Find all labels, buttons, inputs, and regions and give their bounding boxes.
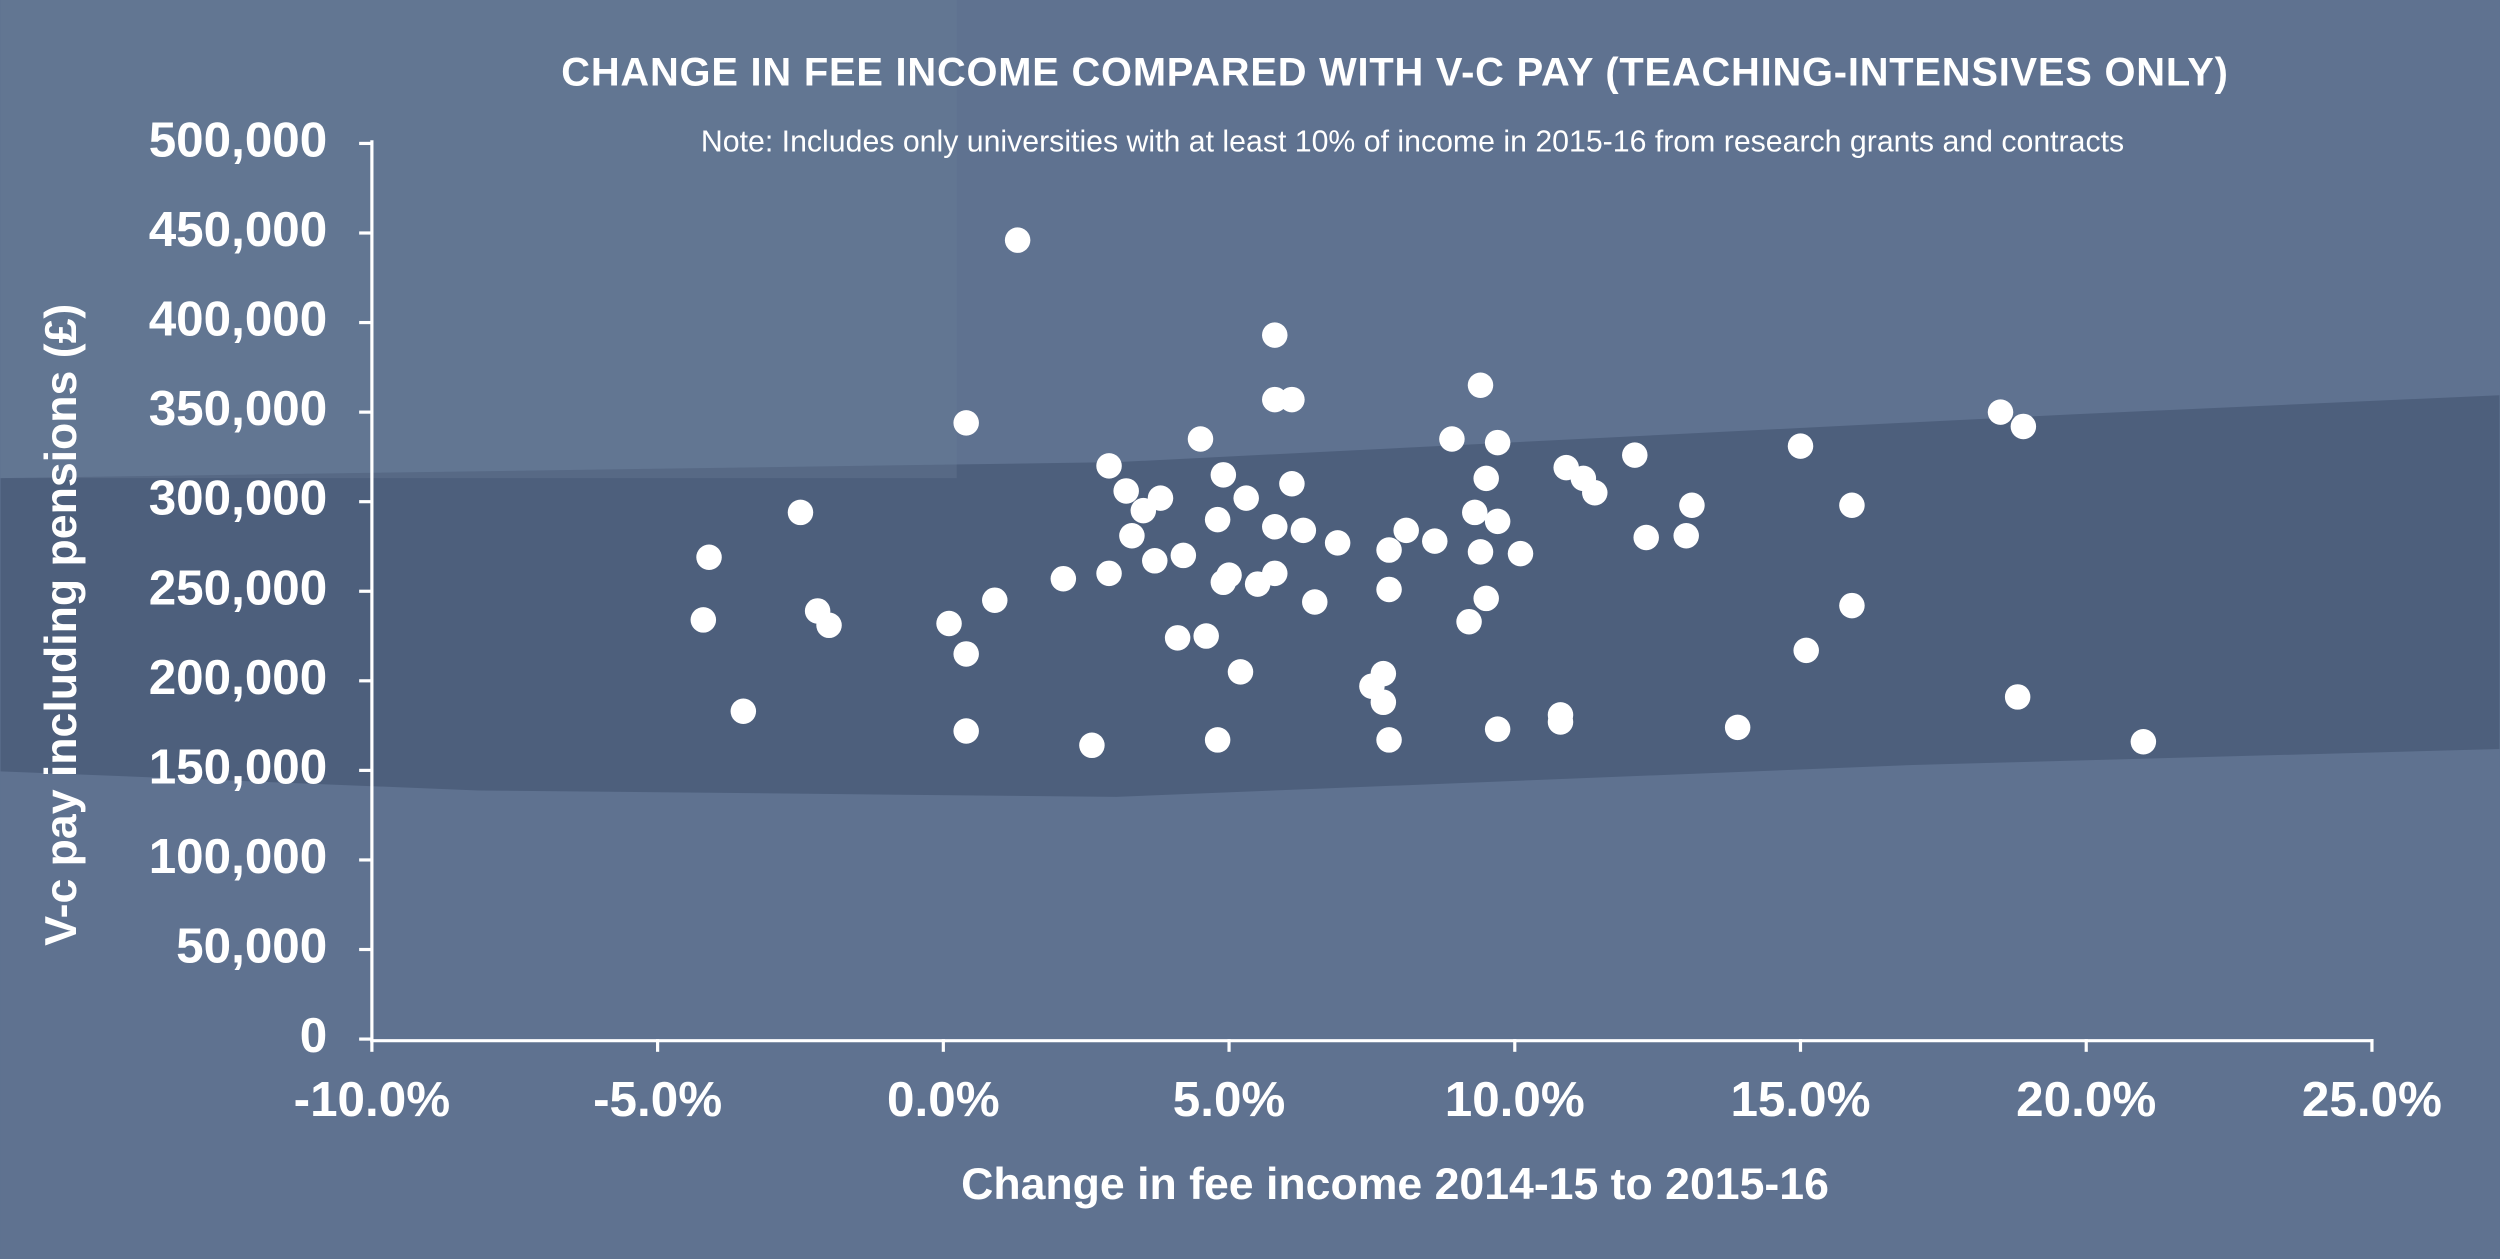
data-point	[1393, 517, 1419, 544]
x-tick-label: 15.0%	[1730, 1072, 1870, 1127]
data-point	[2004, 684, 2031, 710]
y-axis-title: V-c pay including pensions (£)	[37, 304, 86, 946]
data-point	[1050, 565, 1077, 592]
data-point	[1142, 548, 1168, 574]
y-tick-label: 100,000	[149, 829, 328, 884]
x-tick-label: -10.0%	[294, 1072, 451, 1127]
data-point	[1376, 727, 1402, 753]
data-point	[1633, 524, 1659, 551]
data-point	[1724, 714, 1751, 741]
data-point	[1170, 542, 1197, 569]
background-shade	[0, 0, 957, 479]
y-tick-label: 350,000	[149, 381, 328, 436]
data-point	[1456, 608, 1482, 635]
y-tick-label: 150,000	[149, 739, 328, 794]
data-point	[1679, 492, 1705, 519]
data-point	[1210, 569, 1237, 596]
data-point	[1324, 530, 1351, 556]
y-tick-label: 50,000	[176, 919, 327, 974]
x-tick-label: 10.0%	[1445, 1072, 1585, 1127]
data-point	[1507, 540, 1534, 567]
data-point	[1467, 372, 1494, 399]
data-point	[1096, 560, 1122, 587]
y-tick-label: 500,000	[149, 112, 328, 167]
y-tick-label: 300,000	[149, 471, 328, 526]
x-axis-title: Change in fee income 2014-15 to 2015-16	[961, 1160, 1829, 1209]
data-point	[1439, 426, 1465, 452]
data-point	[1204, 506, 1231, 533]
data-point	[1787, 433, 1814, 459]
data-point	[1164, 625, 1191, 651]
data-point	[1547, 709, 1574, 735]
y-tick-label: 250,000	[149, 560, 328, 615]
data-point	[1096, 453, 1122, 479]
data-point	[2130, 728, 2157, 755]
data-point	[1302, 589, 1328, 615]
data-point	[816, 612, 842, 639]
data-point	[1376, 576, 1402, 603]
data-point	[1793, 637, 1819, 664]
data-point	[1987, 399, 2014, 425]
data-point	[690, 607, 717, 633]
data-point	[1484, 716, 1511, 742]
data-point	[1279, 471, 1305, 497]
data-point	[1119, 522, 1145, 549]
data-point	[1193, 623, 1219, 649]
data-point	[730, 698, 757, 725]
data-point	[1473, 585, 1499, 612]
data-point	[982, 587, 1008, 613]
data-point	[1422, 528, 1448, 554]
data-point	[787, 499, 814, 526]
data-point	[1113, 478, 1139, 504]
data-point	[1473, 465, 1499, 492]
data-point	[953, 718, 979, 744]
y-tick-label: 400,000	[149, 292, 328, 347]
y-tick-label: 200,000	[149, 650, 328, 705]
data-point	[953, 641, 979, 667]
y-tick-label: 0	[300, 1008, 327, 1063]
data-point	[1467, 539, 1494, 565]
data-point	[1187, 426, 1214, 452]
data-point	[1622, 442, 1648, 468]
data-point	[1484, 508, 1511, 535]
data-point	[1376, 537, 1402, 563]
background-band	[0, 395, 2500, 797]
data-point	[1227, 659, 1254, 685]
chart-subtitle: Note: Includes only universities with at…	[701, 125, 2124, 158]
x-tick-label: -5.0%	[593, 1072, 722, 1127]
data-point	[1290, 517, 1317, 544]
data-point	[1839, 492, 1865, 519]
data-point	[1279, 386, 1305, 413]
x-tick-label: 0.0%	[887, 1072, 1000, 1127]
data-point	[1210, 462, 1237, 488]
data-point	[1462, 499, 1488, 526]
data-point	[1079, 732, 1105, 759]
data-point	[953, 410, 979, 436]
data-point	[1484, 429, 1511, 456]
data-point	[1244, 571, 1271, 597]
x-tick-label: 20.0%	[2016, 1072, 2156, 1127]
data-point	[1262, 514, 1288, 540]
chart-title: CHANGE IN FEE INCOME COMPARED WITH V-C P…	[561, 50, 2228, 94]
data-point	[1204, 727, 1231, 753]
data-point	[1673, 522, 1699, 549]
data-point	[1839, 592, 1865, 619]
data-point	[1004, 227, 1031, 253]
data-point	[1262, 322, 1288, 348]
data-point	[1130, 497, 1157, 524]
data-point	[696, 544, 722, 570]
y-tick-label: 450,000	[149, 202, 328, 257]
data-point	[1582, 479, 1608, 506]
data-point	[936, 610, 962, 637]
x-tick-label: 25.0%	[2302, 1072, 2442, 1127]
data-point	[1370, 689, 1397, 716]
data-point	[1233, 485, 1259, 511]
x-tick-label: 5.0%	[1173, 1072, 1286, 1127]
data-point	[2010, 413, 2037, 440]
